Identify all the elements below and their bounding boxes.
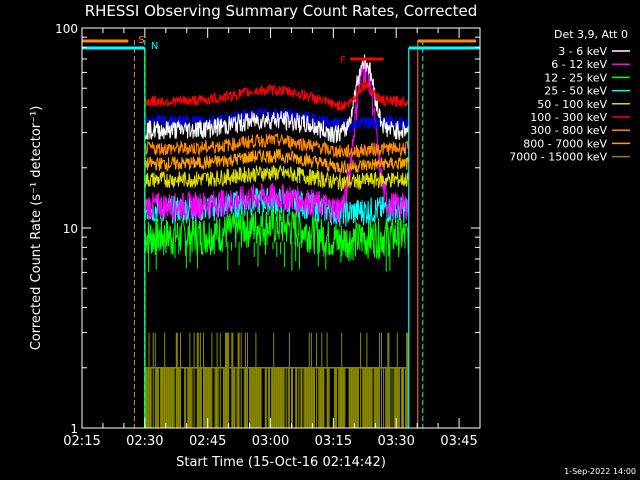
- x-tick-label: 03:15: [315, 434, 352, 449]
- annotation-label-f: F: [340, 55, 346, 66]
- annotation-label-s: S: [138, 35, 144, 46]
- series-line-blue: [144, 107, 410, 134]
- y-tick-label: 100: [55, 22, 78, 36]
- series-line-7: [144, 148, 410, 175]
- legend-label: 800 - 7000 keV: [523, 137, 607, 150]
- legend-label: 50 - 100 keV: [537, 98, 607, 111]
- x-tick-label: 03:45: [440, 434, 477, 449]
- x-axis: 02:15 02:30 02:45 03:00 03:15 03:30 03:45: [63, 28, 481, 449]
- annotation-label-n: N: [151, 41, 158, 52]
- series-line-5: [144, 80, 410, 111]
- series-line-4: [144, 164, 410, 192]
- y-tick-label: 1: [70, 422, 78, 436]
- footer-timestamp: 1-Sep-2022 14:00: [564, 467, 636, 476]
- legend-label: 300 - 800 keV: [530, 124, 607, 137]
- legend-label: 7000 - 15000 keV: [509, 151, 607, 164]
- series-line-2: [144, 208, 410, 262]
- y-tick-label: 10: [63, 222, 78, 236]
- legend-label: 3 - 6 keV: [558, 45, 607, 58]
- x-tick-label: 02:15: [63, 434, 100, 449]
- x-tick-label: 03:00: [252, 434, 289, 449]
- plot-data: [144, 48, 410, 428]
- series-dropouts: [148, 242, 406, 273]
- series-line-3: [144, 187, 410, 227]
- y-axis-label: Corrected Count Rate (s⁻¹ detector⁻¹): [29, 106, 44, 351]
- legend-label: 100 - 300 keV: [530, 111, 607, 124]
- legend-label: 12 - 25 keV: [544, 71, 607, 84]
- legend-label: 25 - 50 keV: [544, 85, 607, 98]
- annotations: SN F: [82, 35, 480, 428]
- chart-title: RHESSI Observing Summary Count Rates, Co…: [85, 2, 478, 20]
- legend-label: 6 - 12 keV: [551, 58, 607, 71]
- series-line-0: [144, 54, 410, 144]
- series-line-1: [144, 59, 410, 223]
- series-line-6: [144, 133, 410, 159]
- x-tick-label: 02:30: [126, 434, 163, 449]
- x-axis-label: Start Time (15-Oct-16 02:14:42): [176, 455, 386, 470]
- y-axis: 1 10 100: [55, 22, 480, 436]
- legend-header: Det 3,9, Att 0: [554, 28, 628, 41]
- x-tick-label: 03:30: [377, 434, 414, 449]
- x-tick-label: 02:45: [189, 434, 226, 449]
